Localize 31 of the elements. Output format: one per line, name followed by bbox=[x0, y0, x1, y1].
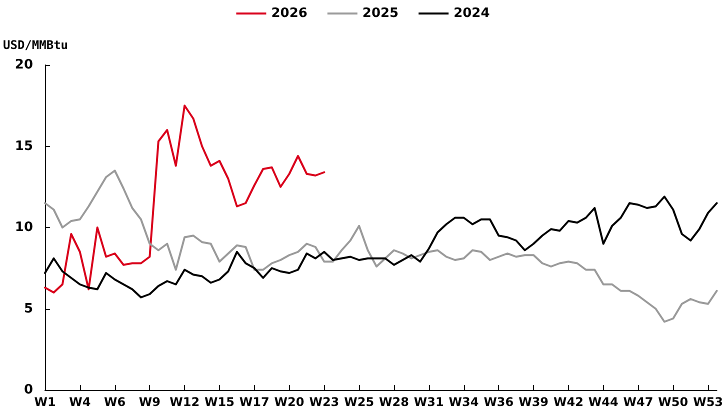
x-tick-label: W31 bbox=[414, 395, 444, 409]
x-tick-label: W6 bbox=[104, 395, 126, 409]
x-tick-label: W44 bbox=[588, 395, 618, 409]
y-tick-label: 15 bbox=[14, 138, 33, 154]
x-tick-label: W12 bbox=[170, 395, 200, 409]
legend-label: 2024 bbox=[454, 6, 490, 21]
x-tick-label: W1 bbox=[34, 395, 56, 409]
y-tick-label: 20 bbox=[14, 58, 33, 72]
y-axis-title: USD/MMBtu bbox=[3, 38, 68, 52]
x-tick-label: W23 bbox=[309, 395, 340, 409]
x-tick-label: W50 bbox=[658, 395, 688, 409]
x-tick-label: W9 bbox=[138, 395, 160, 409]
y-tick-label: 5 bbox=[24, 301, 33, 316]
x-tick-label: W28 bbox=[379, 395, 409, 409]
x-tick-label: W42 bbox=[553, 395, 584, 409]
y-tick-label: 0 bbox=[24, 382, 33, 398]
x-tick-label: W4 bbox=[69, 395, 91, 409]
x-tick-label: W39 bbox=[518, 395, 549, 409]
y-tick-label: 10 bbox=[14, 220, 33, 235]
x-tick-label: W53 bbox=[693, 395, 724, 409]
line-series bbox=[44, 170, 718, 323]
x-tick-label: W34 bbox=[448, 395, 479, 409]
x-tick-label: W17 bbox=[239, 395, 270, 409]
x-tick-label: W15 bbox=[204, 395, 234, 409]
x-tick-label: W47 bbox=[623, 395, 654, 409]
x-tick-label: W25 bbox=[344, 395, 374, 409]
x-tick-label: W20 bbox=[274, 395, 304, 409]
x-tick-label: W36 bbox=[484, 395, 514, 409]
legend-label: 2026 bbox=[271, 6, 308, 21]
line-series bbox=[44, 104, 326, 294]
legend-label: 2025 bbox=[362, 6, 399, 21]
